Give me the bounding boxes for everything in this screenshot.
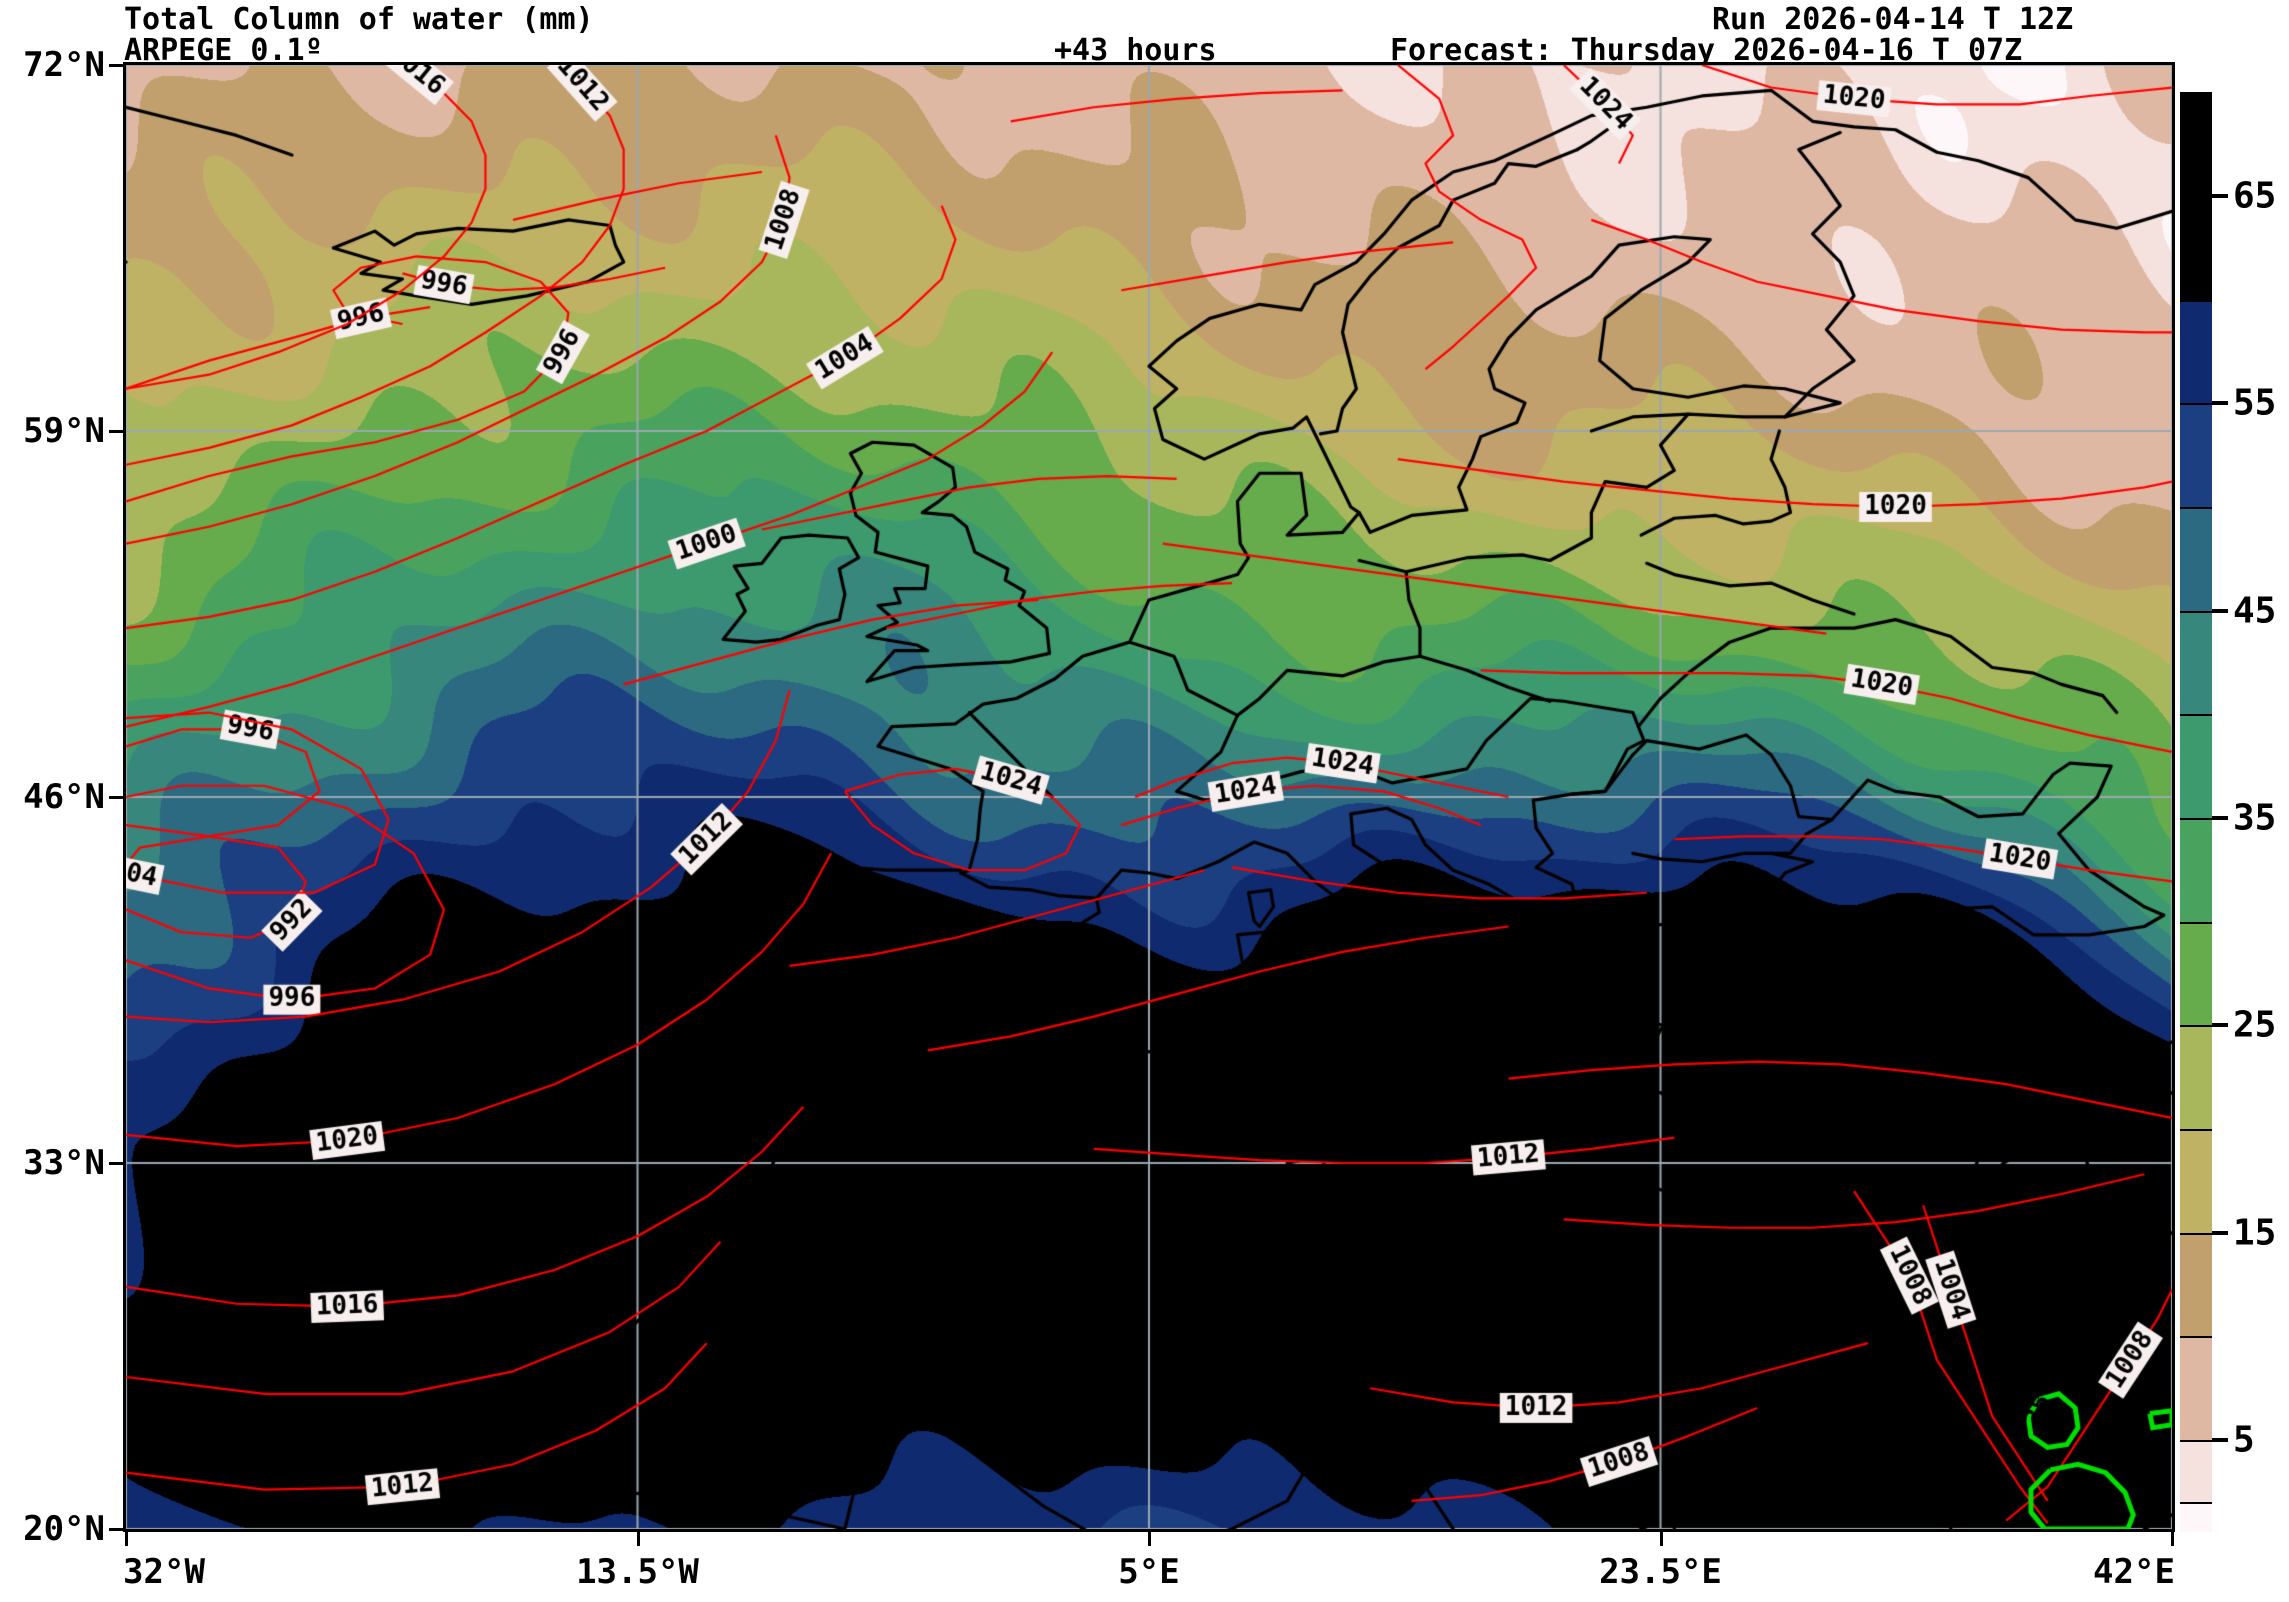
x-axis-tick-mark [1148, 1532, 1151, 1546]
x-axis-tick-mark [1659, 1532, 1663, 1546]
x-axis-label: 5°E [1118, 1552, 1180, 1592]
y-axis-tick-mark [109, 64, 123, 67]
colorbar-band [2180, 921, 2212, 1026]
x-axis-label: 32°W [123, 1552, 205, 1592]
colorbar-tick-mark [2212, 194, 2228, 198]
colorbar-band-divider [2180, 610, 2212, 613]
colorbar-tick-label: 45 [2233, 590, 2277, 632]
colorbar [2180, 62, 2212, 1532]
colorbar-band [2180, 1232, 2212, 1337]
x-axis-tick-mark [125, 1532, 128, 1546]
y-axis-tick-mark [109, 430, 123, 433]
colorbar-tick-label: 25 [2233, 1004, 2277, 1046]
colorbar-band [2180, 1025, 2212, 1129]
colorbar-band-divider [2180, 507, 2212, 509]
colorbar-band [2180, 1336, 2212, 1440]
colorbar-band [2180, 1440, 2212, 1503]
colorbar-tick-label: 5 [2233, 1419, 2255, 1461]
y-axis-label: 59°N [23, 411, 105, 451]
colorbar-band [2180, 1129, 2212, 1233]
colorbar-band-divider [2180, 1129, 2212, 1131]
colorbar-band-divider [2180, 299, 2212, 302]
header-bar: Total Column of water (mm) ARPEGE 0.1º +… [0, 0, 2289, 68]
colorbar-tick-mark [2212, 401, 2228, 406]
y-axis-tick-mark [109, 796, 123, 799]
colorbar-band-divider [2180, 714, 2212, 717]
colorbar-band [2180, 1502, 2212, 1532]
colorbar-band [2180, 196, 2212, 300]
colorbar-tick-mark [2212, 1230, 2228, 1235]
y-axis-tick-mark [109, 1528, 123, 1531]
x-axis-label: 13.5°W [576, 1552, 699, 1592]
colorbar-band-divider [2180, 1502, 2212, 1505]
colorbar-band-divider [2180, 1232, 2212, 1235]
colorbar-tick-mark [2212, 608, 2228, 613]
run-timestamp-label: Run 2026-04-14 T 12Z [1712, 2, 2074, 37]
weather-map-plot [123, 62, 2175, 1532]
colorbar-band-divider [2180, 921, 2212, 924]
y-axis-tick-mark [109, 1162, 123, 1165]
y-axis-label: 20°N [23, 1509, 105, 1549]
colorbar-band-divider [2180, 196, 2212, 198]
colorbar-tick-mark [2212, 816, 2228, 820]
colorbar-band-divider [2180, 1440, 2212, 1442]
colorbar-tick-label: 35 [2233, 797, 2277, 839]
colorbar-band [2180, 403, 2212, 507]
x-axis-label: 23.5°E [1599, 1552, 1722, 1592]
colorbar-band-divider [2180, 403, 2212, 406]
colorbar-tick-label: 15 [2233, 1212, 2277, 1254]
colorbar-band-divider [2180, 1336, 2212, 1339]
colorbar-band [2180, 610, 2212, 715]
colorbar-band [2180, 299, 2212, 404]
colorbar-tick-mark [2212, 1023, 2228, 1028]
colorbar-band [2180, 92, 2212, 196]
colorbar-tick-label: 65 [2233, 175, 2277, 217]
colorbar-band-divider [2180, 1025, 2212, 1028]
colorbar-band [2180, 507, 2212, 611]
x-axis-tick-mark [636, 1532, 640, 1546]
y-axis-label: 33°N [23, 1143, 105, 1183]
x-axis-label: 42°E [2093, 1552, 2175, 1592]
page-title: Total Column of water (mm) [124, 2, 594, 37]
colorbar-band-divider [2180, 818, 2212, 820]
y-axis-label: 46°N [23, 777, 105, 817]
colorbar-tick-mark [2212, 1438, 2228, 1442]
colorbar-band [2180, 714, 2212, 818]
x-axis-tick-mark [2171, 1532, 2174, 1546]
map-raster [126, 65, 2172, 1529]
colorbar-band [2180, 818, 2212, 922]
colorbar-tick-label: 55 [2233, 382, 2277, 424]
y-axis-label: 72°N [23, 45, 105, 85]
